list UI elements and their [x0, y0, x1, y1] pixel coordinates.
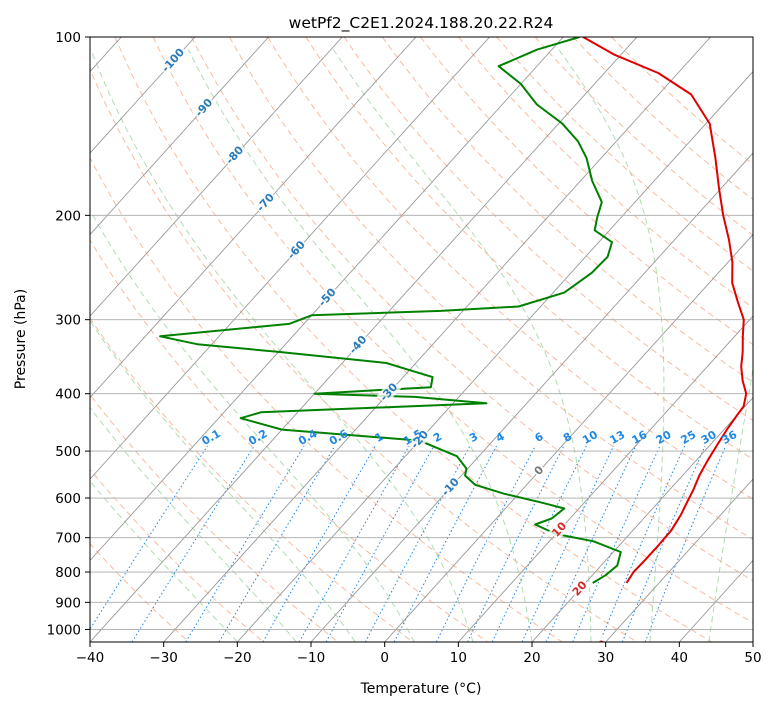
isotherm-label-background: [438, 474, 463, 500]
mixing-ratio-line: [467, 445, 565, 642]
y-tick-label: 500: [55, 444, 81, 460]
moist-adiabat-line: [90, 320, 356, 642]
moist-adiabat-line: [90, 480, 238, 642]
dry-adiabat-line: [267, 37, 753, 500]
isotherm-line: [531, 396, 753, 642]
chart-title: wetPf2_C2E1.2024.188.20.22.R24: [289, 14, 554, 33]
isotherm-line: [90, 37, 269, 236]
isotherm-label-background: [569, 577, 591, 600]
isotherm-line: [605, 478, 753, 642]
mixing-ratio-line: [599, 445, 686, 642]
dry-adiabat-line: [90, 156, 563, 642]
mixing-ratio-line: [572, 445, 661, 642]
isotherm-label-background: [548, 518, 571, 541]
dry-adiabat-line: [305, 37, 753, 461]
isotherm-line: [457, 315, 753, 642]
pressure-grid: [90, 37, 753, 630]
x-tick-label: −30: [149, 650, 178, 666]
y-axis-label: Pressure (hPa): [13, 289, 29, 389]
isotherm-line: [90, 37, 417, 399]
dry-adiabats: [90, 37, 753, 642]
x-tick-label: −10: [297, 650, 326, 666]
mixing-ratio-line: [185, 445, 305, 642]
isotherm-line: [384, 233, 753, 642]
y-tick-label: 800: [55, 565, 81, 581]
isotherm-line: [90, 37, 196, 154]
dry-adiabat-line: [90, 68, 638, 642]
plot-frame: [89, 36, 754, 643]
mixing-ratio-line: [90, 445, 208, 630]
isotherm-label-background: [284, 237, 309, 263]
x-tick-label: 30: [597, 650, 614, 666]
axes: −40 −30 −20 −10 0 10 20 30 40 50 100 200 300 400 500 60…: [47, 30, 762, 666]
moist-adiabat-line: [708, 365, 753, 642]
y-tick-label: 300: [55, 313, 81, 329]
x-tick-label: −20: [223, 650, 252, 666]
x-tick-label: 40: [671, 650, 688, 666]
x-tick-label: 10: [450, 650, 467, 666]
y-tick-label: 1000: [47, 622, 81, 638]
isotherm-line: [163, 37, 711, 642]
mixing-ratio-line: [435, 445, 536, 642]
y-tick-label: 600: [55, 491, 81, 507]
dry-adiabat-line: [381, 37, 753, 383]
x-tick-label: 50: [744, 650, 761, 666]
temperature-line: [582, 37, 748, 584]
y-tick-label: 200: [55, 208, 81, 224]
isotherm-label-background: [345, 332, 371, 358]
isotherm-line: [90, 37, 343, 317]
dry-adiabat-line: [229, 37, 753, 541]
dry-adiabat-line: [534, 37, 753, 236]
mixing-ratio-lines: [90, 445, 727, 642]
isotherm-line: [90, 37, 490, 480]
dry-adiabat-line: [90, 468, 264, 642]
mixing-ratio-line: [131, 445, 255, 642]
dry-adiabat-line: [152, 37, 753, 624]
isotherm-line: [90, 37, 564, 562]
isotherm-label-background: [191, 95, 217, 121]
dry-adiabat-line: [343, 37, 753, 422]
y-tick-label: 900: [55, 595, 81, 611]
dry-adiabat-line: [90, 393, 339, 642]
x-tick-label: 20: [523, 650, 540, 666]
dry-adiabat-line: [90, 239, 488, 642]
dry-adiabat-line: [458, 37, 753, 309]
isotherm-label-background: [222, 142, 248, 168]
dry-adiabat-line: [114, 37, 712, 642]
isotherm-line: [310, 152, 753, 642]
mixing-ratio-line: [491, 445, 587, 642]
isotherm-label: 30: [590, 637, 610, 657]
mixing-ratio-line: [325, 445, 435, 642]
mixing-ratio-line: [218, 445, 336, 642]
isotherm-label-background: [530, 462, 548, 479]
mixing-ratio-line: [298, 445, 410, 642]
sounding-series: [159, 37, 748, 584]
moist-adiabat-line: [90, 49, 474, 642]
dry-adiabat-line: [420, 37, 753, 346]
dry-adiabat-line: [572, 37, 753, 201]
y-tick-label: 100: [55, 30, 81, 46]
x-axis-label: Temperature (°C): [360, 681, 482, 697]
isotherm-label-background: [407, 426, 433, 453]
plot-area: -100-90-80-70-60-50-40-30-20-10010203040…: [90, 37, 753, 657]
moist-adiabat-line: [333, 49, 592, 642]
isotherm-label-background: [376, 379, 402, 405]
isotherm-label-background: [315, 284, 340, 310]
y-tick-label: 400: [55, 387, 81, 403]
isotherm-line: [236, 70, 753, 642]
moist-adiabat-line: [90, 209, 415, 642]
y-tick-label: 700: [55, 531, 81, 547]
dry-adiabat-line: [190, 37, 753, 582]
moist-adiabat-line: [187, 49, 533, 642]
moist-adiabat-line: [558, 49, 665, 642]
isotherm-label-background: [158, 44, 189, 76]
isotherm-label-background: [253, 189, 278, 216]
x-tick-label: −40: [76, 650, 105, 666]
dewpoint-line: [159, 37, 622, 584]
x-tick-label: 0: [380, 650, 389, 666]
